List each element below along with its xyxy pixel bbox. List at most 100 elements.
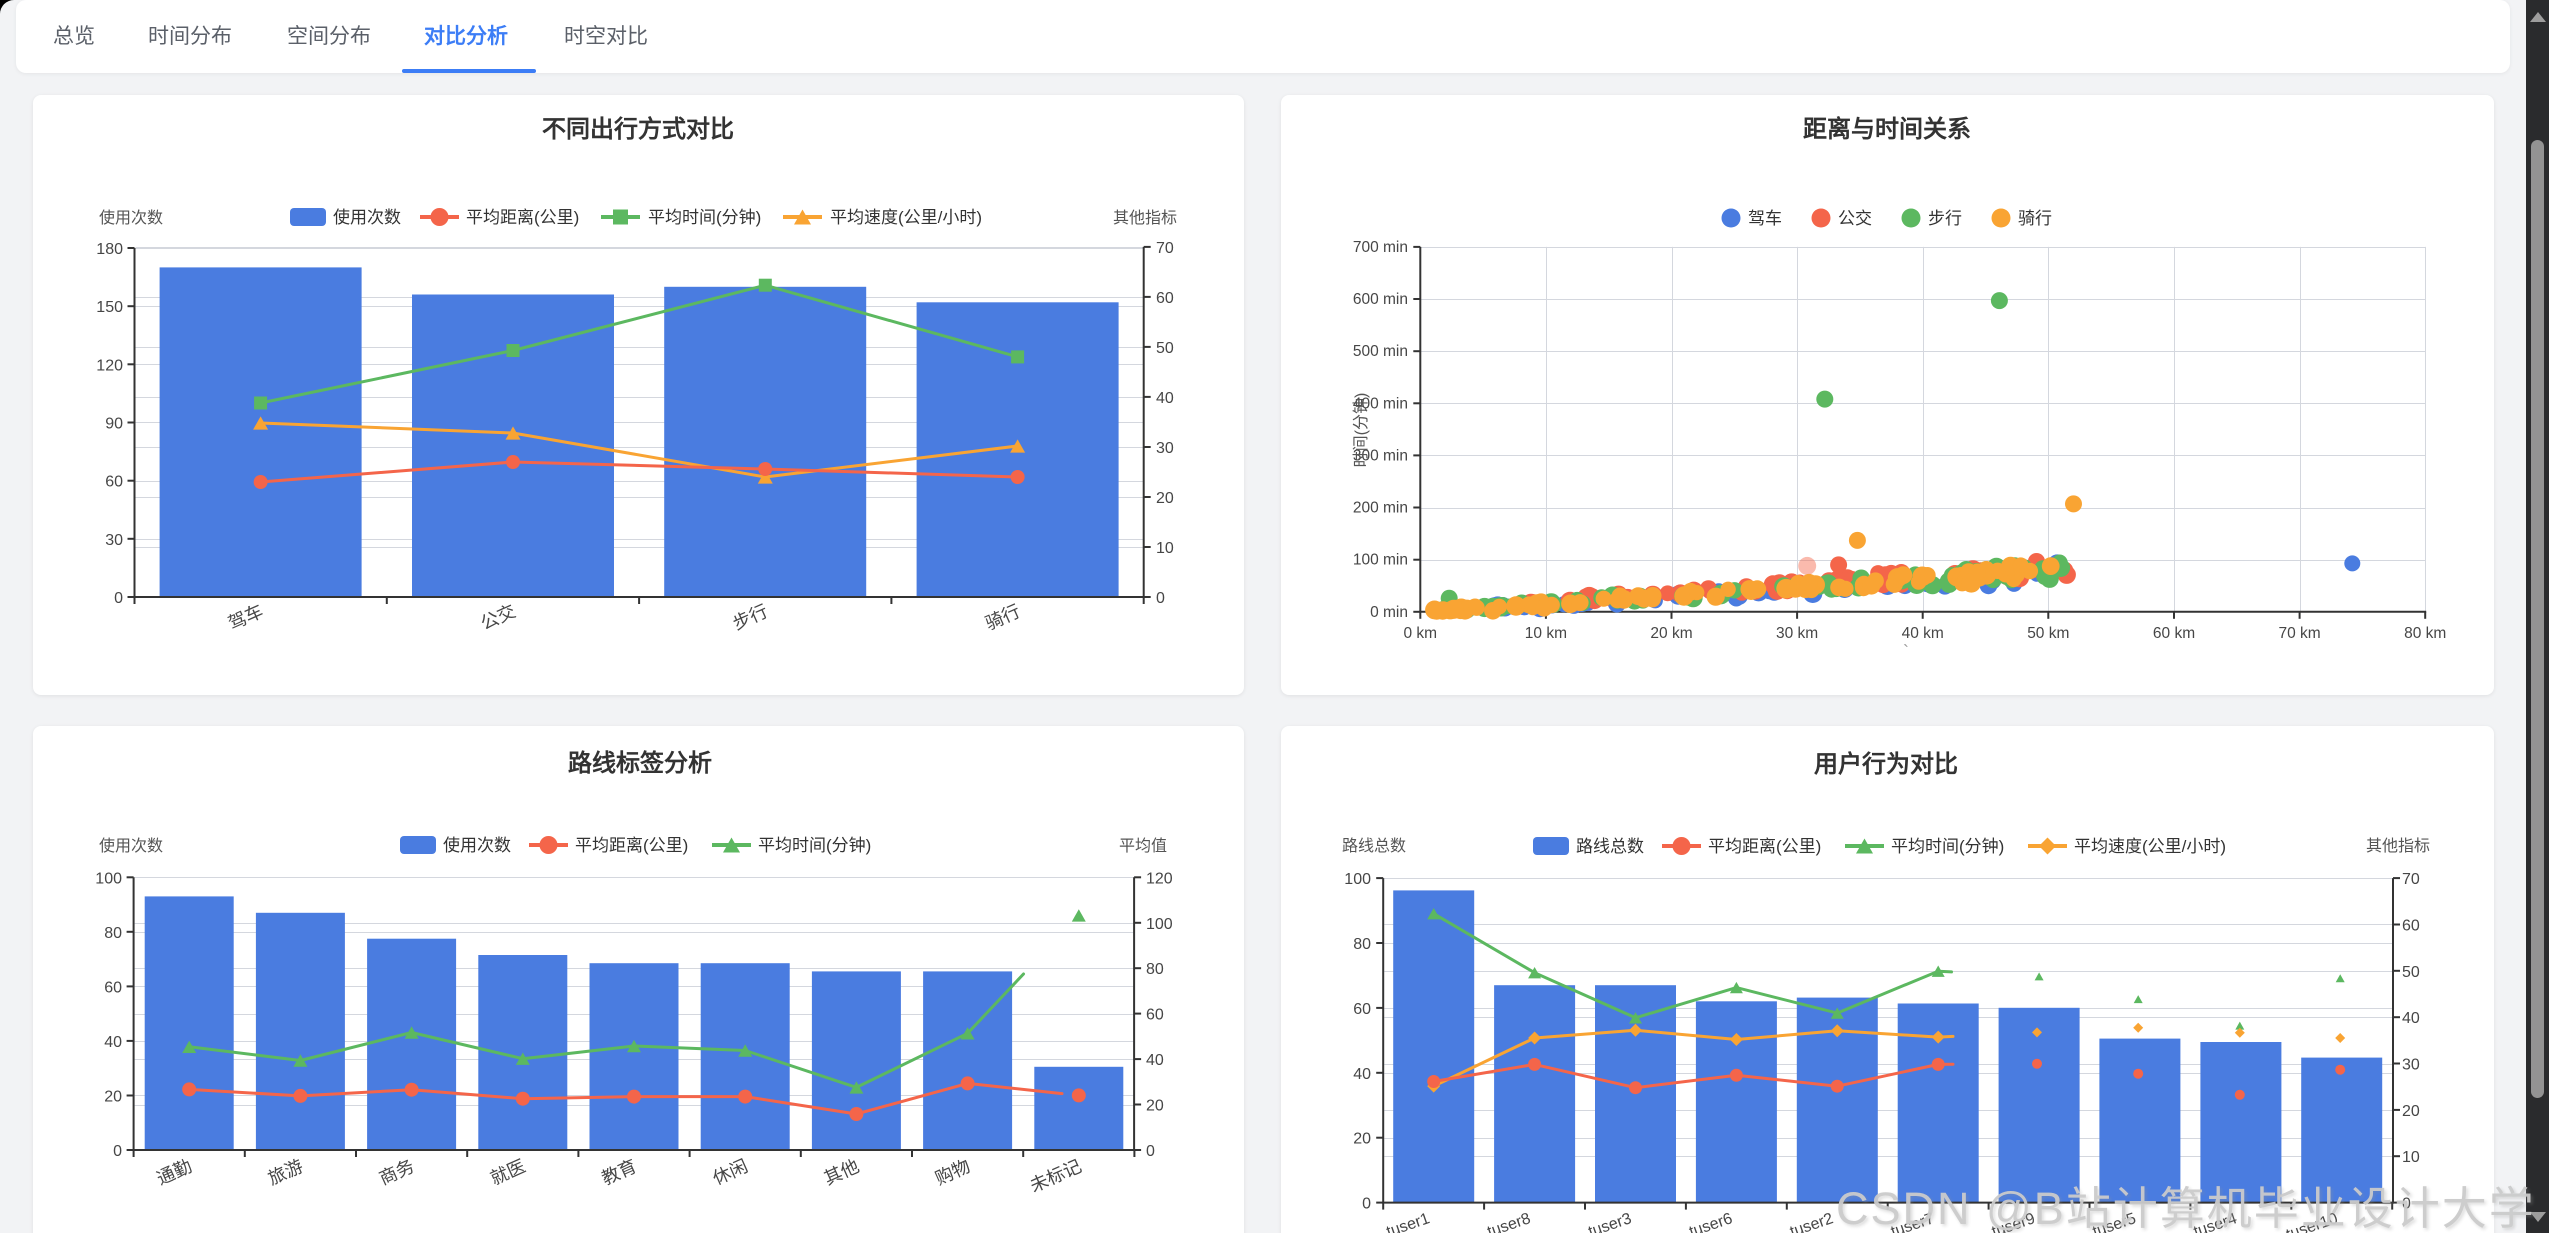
- svg-text:20: 20: [104, 1089, 122, 1106]
- svg-text:60 km: 60 km: [2153, 625, 2195, 642]
- svg-text:路线总数: 路线总数: [1342, 837, 1406, 855]
- svg-text:tuser6: tuser6: [1687, 1210, 1735, 1233]
- svg-text:tuser1: tuser1: [1384, 1210, 1432, 1233]
- svg-text:100: 100: [95, 870, 122, 887]
- svg-text:使用次数: 使用次数: [443, 835, 511, 855]
- svg-text:180: 180: [96, 241, 123, 258]
- svg-text:100: 100: [1344, 871, 1371, 888]
- svg-text:路线总数: 路线总数: [1576, 837, 1644, 856]
- svg-text:驾车: 驾车: [1748, 209, 1782, 228]
- svg-text:不同出行方式对比: 不同出行方式对比: [542, 115, 734, 143]
- svg-text:时间(分钟): 时间(分钟): [1352, 393, 1370, 468]
- svg-text:骑行: 骑行: [2018, 209, 2052, 228]
- svg-text:步行: 步行: [730, 601, 771, 634]
- svg-text:`: `: [1903, 642, 1909, 662]
- svg-text:休闲: 休闲: [710, 1156, 751, 1189]
- svg-text:距离与时间关系: 距离与时间关系: [1803, 115, 1971, 143]
- svg-text:700 min: 700 min: [1353, 239, 1408, 256]
- svg-text:400 min: 400 min: [1353, 395, 1408, 412]
- svg-text:平均速度(公里/小时): 平均速度(公里/小时): [830, 208, 982, 227]
- svg-text:其他指标: 其他指标: [1113, 209, 1177, 227]
- svg-text:600 min: 600 min: [1353, 291, 1408, 308]
- svg-text:骑行: 骑行: [982, 601, 1023, 634]
- svg-text:60: 60: [1156, 290, 1174, 307]
- svg-text:40: 40: [2402, 1010, 2420, 1027]
- svg-text:10 km: 10 km: [1525, 625, 1567, 642]
- svg-text:使用次数: 使用次数: [99, 209, 163, 227]
- svg-text:10: 10: [1156, 540, 1174, 557]
- svg-text:其他指标: 其他指标: [2366, 837, 2430, 855]
- svg-text:80: 80: [1353, 936, 1371, 953]
- svg-text:0: 0: [2402, 1196, 2411, 1213]
- svg-text:未标记: 未标记: [1027, 1156, 1084, 1196]
- svg-text:20: 20: [1353, 1131, 1371, 1148]
- svg-text:0: 0: [114, 590, 123, 607]
- svg-text:平均距离(公里): 平均距离(公里): [1708, 837, 1821, 856]
- svg-text:70: 70: [1156, 240, 1174, 257]
- svg-text:90: 90: [105, 416, 123, 433]
- svg-text:0: 0: [1156, 590, 1165, 607]
- svg-text:40: 40: [1156, 390, 1174, 407]
- svg-text:120: 120: [1146, 870, 1173, 887]
- svg-text:tuser3: tuser3: [1586, 1210, 1634, 1233]
- svg-text:步行: 步行: [1928, 209, 1962, 228]
- svg-text:通勤: 通勤: [154, 1156, 195, 1189]
- svg-text:300 min: 300 min: [1353, 447, 1408, 464]
- svg-text:60: 60: [1146, 1007, 1164, 1024]
- svg-text:平均距离(公里): 平均距离(公里): [466, 208, 579, 227]
- svg-text:60: 60: [2402, 918, 2420, 935]
- svg-text:80 km: 80 km: [2404, 625, 2446, 642]
- svg-text:80: 80: [104, 925, 122, 942]
- svg-text:0: 0: [1362, 1196, 1371, 1213]
- svg-text:使用次数: 使用次数: [99, 837, 163, 855]
- svg-text:使用次数: 使用次数: [333, 207, 401, 227]
- svg-text:100: 100: [1146, 916, 1173, 933]
- svg-text:其他: 其他: [821, 1156, 862, 1189]
- svg-text:平均时间(分钟): 平均时间(分钟): [758, 836, 871, 855]
- svg-text:就医: 就医: [487, 1156, 528, 1189]
- svg-text:20: 20: [2402, 1103, 2420, 1120]
- svg-text:教育: 教育: [599, 1156, 640, 1189]
- svg-text:0: 0: [113, 1143, 122, 1160]
- svg-text:70 km: 70 km: [2278, 625, 2320, 642]
- svg-text:20 km: 20 km: [1650, 625, 1692, 642]
- svg-text:20: 20: [1146, 1098, 1164, 1115]
- svg-text:公交: 公交: [478, 601, 519, 634]
- svg-text:平均时间(分钟): 平均时间(分钟): [648, 208, 761, 227]
- svg-text:商务: 商务: [376, 1156, 417, 1189]
- svg-text:平均速度(公里/小时): 平均速度(公里/小时): [2074, 837, 2226, 856]
- svg-text:购物: 购物: [932, 1156, 973, 1189]
- svg-text:200 min: 200 min: [1353, 500, 1408, 517]
- svg-text:50: 50: [1156, 340, 1174, 357]
- svg-text:20: 20: [1156, 490, 1174, 507]
- svg-text:旅游: 旅游: [265, 1156, 306, 1189]
- svg-text:tuser8: tuser8: [1485, 1210, 1533, 1233]
- svg-text:平均距离(公里): 平均距离(公里): [575, 836, 688, 855]
- svg-text:tuser2: tuser2: [1788, 1210, 1836, 1233]
- svg-text:120: 120: [96, 357, 123, 374]
- svg-text:公交: 公交: [1838, 209, 1872, 228]
- svg-text:30 km: 30 km: [1776, 625, 1818, 642]
- svg-text:60: 60: [1353, 1001, 1371, 1018]
- svg-text:40 km: 40 km: [1902, 625, 1944, 642]
- svg-text:50: 50: [2402, 964, 2420, 981]
- svg-text:平均值: 平均值: [1119, 837, 1167, 855]
- svg-text:30: 30: [1156, 440, 1174, 457]
- svg-text:40: 40: [1146, 1052, 1164, 1069]
- svg-text:0 min: 0 min: [1370, 604, 1408, 621]
- svg-text:60: 60: [104, 979, 122, 996]
- svg-text:30: 30: [2402, 1057, 2420, 1074]
- svg-text:70: 70: [2402, 871, 2420, 888]
- svg-text:平均时间(分钟): 平均时间(分钟): [1891, 837, 2004, 856]
- svg-text:10: 10: [2402, 1149, 2420, 1166]
- svg-text:0: 0: [1146, 1143, 1155, 1160]
- svg-text:30: 30: [105, 532, 123, 549]
- svg-text:驾车: 驾车: [225, 601, 266, 634]
- svg-text:用户行为对比: 用户行为对比: [1814, 750, 1958, 778]
- svg-text:50 km: 50 km: [2027, 625, 2069, 642]
- svg-text:100 min: 100 min: [1353, 552, 1408, 569]
- svg-text:0 km: 0 km: [1404, 625, 1438, 642]
- svg-text:150: 150: [96, 299, 123, 316]
- svg-text:80: 80: [1146, 961, 1164, 978]
- svg-text:60: 60: [105, 474, 123, 491]
